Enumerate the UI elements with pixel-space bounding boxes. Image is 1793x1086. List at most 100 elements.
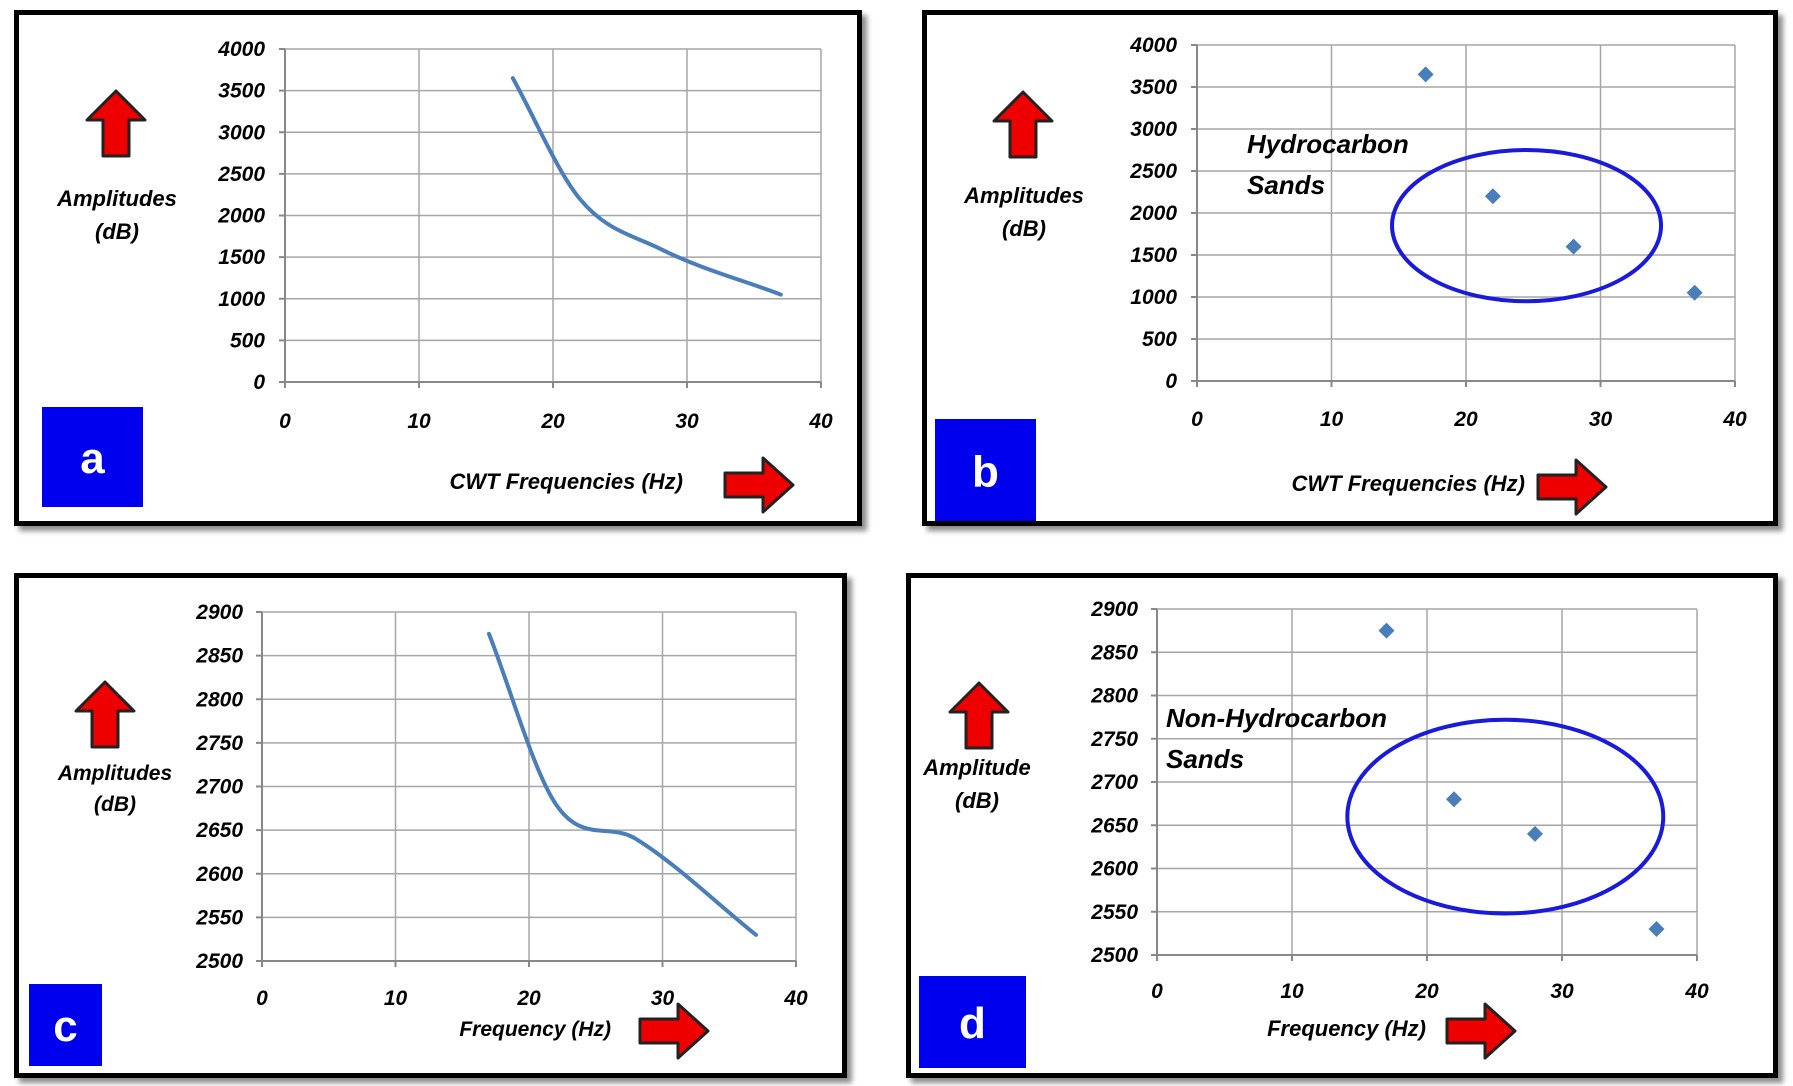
x-tick-label: 10 — [384, 987, 408, 1010]
y-axis-label: Amplitudes — [963, 183, 1084, 208]
chart-c: 2500 2550 2600 2650 2700 2750 2800 2850 2900 0 10 2… — [29, 601, 808, 1066]
y-axis-label: Amplitudes — [57, 762, 172, 785]
x-tick-label: 10 — [1280, 980, 1304, 1003]
y-axis-label: (dB) — [1002, 216, 1046, 241]
y-tick-label: 2900 — [195, 601, 243, 624]
chart-b: 0 500 1000 1500 2000 2500 3000 3500 4000 0 10 20 30 4… — [935, 34, 1747, 521]
panel-a: 0 500 1000 1500 2000 2500 3000 3500 4000 0 10 20 30 4… — [14, 10, 862, 526]
series-line — [510, 76, 783, 297]
y-tick-label: 2550 — [195, 906, 243, 929]
chart-a: 0 500 1000 1500 2000 2500 3000 3500 4000 0 10 20 30 4… — [42, 38, 833, 514]
y-axis-label: (dB) — [94, 793, 136, 816]
up-arrow-icon — [85, 89, 147, 158]
panel-badge — [935, 419, 1036, 521]
y-tick-label: 2800 — [1090, 685, 1138, 708]
y-tick-label: 2500 — [1090, 944, 1138, 967]
data-point — [1565, 238, 1582, 255]
y-tick-label: 2700 — [195, 776, 243, 799]
y-tick-label: 3500 — [218, 80, 265, 103]
panel-b: 0 500 1000 1500 2000 2500 3000 3500 4000 0 10 20 30 4… — [922, 10, 1778, 526]
x-tick-label: 0 — [256, 987, 268, 1010]
y-tick-label: 2000 — [217, 205, 265, 228]
panel-badge-label: c — [53, 1002, 77, 1051]
y-axis-label: (dB) — [955, 788, 999, 813]
y-tick-label: 1000 — [1130, 286, 1177, 309]
chart-d: 2500 2550 2600 2650 2700 2750 2800 2850 2900 0 10 2… — [919, 598, 1709, 1068]
y-tick-label: 2600 — [195, 863, 243, 886]
y-tick-label: 2700 — [1090, 771, 1138, 794]
data-point — [1446, 791, 1462, 808]
y-tick-label: 0 — [253, 371, 265, 394]
y-tick-label: 2500 — [195, 950, 243, 973]
x-tick-label: 40 — [1722, 408, 1747, 431]
x-tick-label: 20 — [1414, 980, 1439, 1003]
x-tick-label: 20 — [1453, 408, 1478, 431]
data-point — [1484, 188, 1501, 205]
panel-badge-label: d — [959, 999, 986, 1048]
y-tick-label: 1500 — [1130, 244, 1177, 267]
y-tick-label: 2850 — [1090, 641, 1138, 664]
panel-c: 2500 2550 2600 2650 2700 2750 2800 2850 2900 0 10 2… — [14, 573, 847, 1078]
highlight-ellipse — [1390, 148, 1664, 304]
y-tick-label: 500 — [1142, 328, 1177, 351]
data-point — [1527, 825, 1543, 842]
data-point — [1378, 622, 1395, 639]
up-arrow-icon — [948, 681, 1010, 750]
right-arrow-icon — [723, 456, 795, 514]
data-point — [1648, 921, 1665, 938]
y-axis-label: (dB) — [95, 219, 139, 244]
panel-d: 2500 2550 2600 2650 2700 2750 2800 2850 2900 0 10 2… — [906, 573, 1778, 1078]
y-tick-label: 2800 — [195, 688, 243, 711]
x-tick-label: 30 — [1589, 408, 1613, 431]
y-tick-label: 2750 — [1090, 728, 1138, 751]
x-tick-label: 20 — [516, 987, 541, 1010]
x-tick-label: 30 — [1550, 980, 1574, 1003]
y-axis-label: Amplitudes — [56, 186, 177, 211]
annotation-text: Hydrocarbon — [1247, 129, 1409, 159]
annotation-text: Sands — [1247, 170, 1325, 200]
panel-badge — [29, 984, 102, 1066]
y-axis-label: Amplitude — [922, 755, 1031, 780]
right-arrow-icon — [1445, 1002, 1517, 1060]
x-axis-label: CWT Frequencies (Hz) — [1292, 471, 1525, 496]
right-arrow-icon — [1536, 458, 1608, 516]
y-tick-label: 1000 — [218, 288, 265, 311]
y-tick-label: 2500 — [1129, 160, 1177, 183]
y-tick-label: 2650 — [1090, 814, 1138, 837]
x-axis-label: CWT Frequencies (Hz) — [450, 469, 683, 494]
y-tick-label: 4000 — [1129, 34, 1177, 57]
y-tick-label: 2900 — [1090, 598, 1138, 621]
y-tick-label: 2850 — [195, 645, 243, 668]
x-tick-label: 40 — [808, 410, 833, 433]
x-tick-label: 10 — [1320, 408, 1344, 431]
x-tick-label: 10 — [407, 410, 431, 433]
y-tick-label: 2600 — [1090, 858, 1138, 881]
y-tick-label: 3000 — [1130, 118, 1177, 141]
x-tick-label: 0 — [279, 410, 291, 433]
panel-badge-label: a — [80, 434, 105, 483]
x-tick-label: 30 — [675, 410, 699, 433]
y-tick-label: 2500 — [217, 163, 265, 186]
panel-badge — [919, 976, 1026, 1068]
x-axis-label: Frequency (Hz) — [1267, 1016, 1426, 1041]
x-tick-label: 20 — [540, 410, 565, 433]
y-tick-label: 2000 — [1129, 202, 1177, 225]
data-point — [1417, 66, 1434, 83]
y-tick-label: 4000 — [217, 38, 265, 61]
x-tick-label: 40 — [1684, 980, 1709, 1003]
y-tick-label: 0 — [1165, 370, 1177, 393]
up-arrow-icon — [74, 680, 136, 749]
x-tick-label: 0 — [1151, 980, 1163, 1003]
x-tick-label: 0 — [1191, 408, 1203, 431]
panel-badge — [42, 407, 143, 507]
x-axis-label: Frequency (Hz) — [459, 1018, 611, 1041]
y-tick-label: 500 — [230, 329, 265, 352]
y-tick-label: 2550 — [1090, 901, 1138, 924]
y-tick-label: 3500 — [1130, 76, 1177, 99]
series-line — [486, 631, 758, 937]
y-tick-label: 3000 — [218, 121, 265, 144]
y-tick-label: 2750 — [195, 732, 243, 755]
x-tick-label: 40 — [783, 987, 808, 1010]
highlight-ellipse — [1345, 717, 1666, 916]
annotation-text: Sands — [1166, 744, 1244, 774]
